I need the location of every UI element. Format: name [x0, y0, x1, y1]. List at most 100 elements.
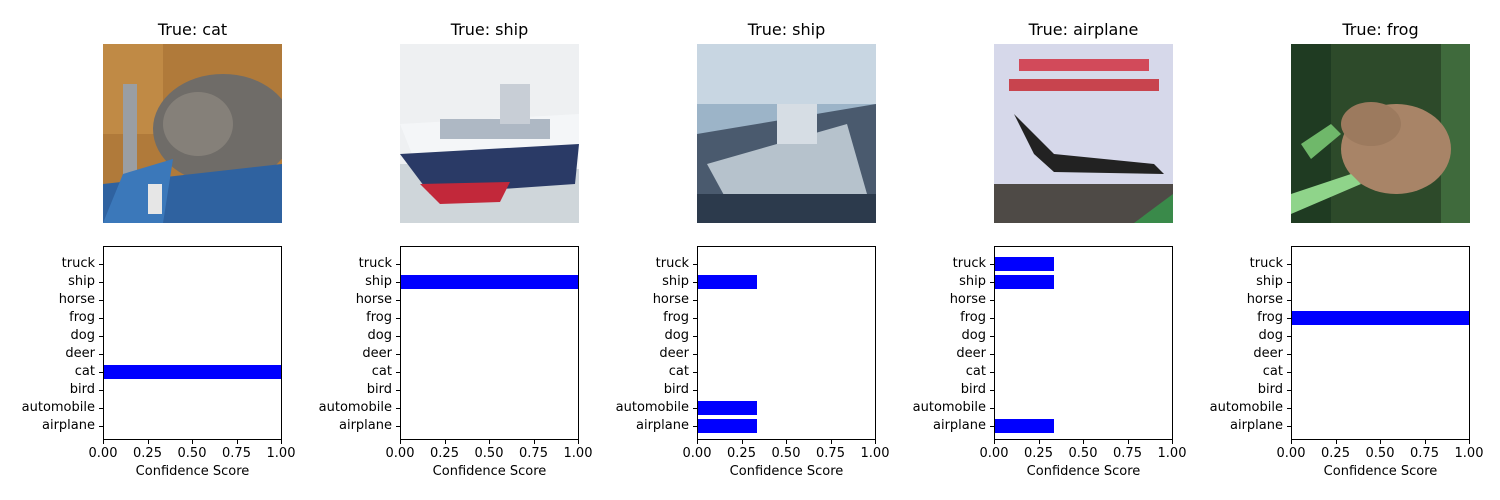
y-tick — [396, 282, 400, 283]
x-tick — [236, 440, 238, 444]
y-tick — [693, 318, 697, 319]
category-label-airplane: airplane — [339, 418, 392, 433]
y-tick — [693, 264, 697, 265]
category-label-frog: frog — [366, 310, 392, 325]
x-axis-title: Confidence Score — [1323, 464, 1438, 479]
category-label-dog: dog — [664, 328, 689, 343]
subplot-title: True: ship — [747, 20, 826, 39]
x-tick-label: 1.00 — [266, 446, 296, 461]
y-tick — [396, 336, 400, 337]
bar-frog — [1292, 311, 1469, 325]
sample-image — [994, 44, 1173, 223]
category-label-dog: dog — [367, 328, 392, 343]
bar-airplane — [995, 419, 1054, 433]
category-label-frog: frog — [960, 310, 986, 325]
y-tick — [396, 372, 400, 373]
category-label-horse: horse — [355, 292, 392, 307]
bar-plot-area — [1291, 246, 1470, 440]
x-tick-label: 0.50 — [474, 446, 504, 461]
bar-plot-area — [103, 246, 282, 440]
category-label-horse: horse — [949, 292, 986, 307]
bar-cat — [104, 365, 281, 379]
y-tick — [1287, 282, 1291, 283]
category-label-cat: cat — [74, 364, 95, 379]
y-tick — [396, 354, 400, 355]
category-label-bird: bird — [366, 382, 392, 397]
y-tick — [99, 390, 103, 391]
category-label-truck: truck — [61, 256, 95, 271]
x-tick-label: 0.75 — [1410, 446, 1439, 461]
bar-truck — [995, 257, 1054, 271]
y-tick — [990, 318, 994, 319]
x-tick-label: 0.75 — [222, 446, 251, 461]
x-tick-label: 1.00 — [1454, 446, 1484, 461]
x-tick-label: 1.00 — [1157, 446, 1187, 461]
subplot-title: True: ship — [450, 20, 529, 39]
y-tick — [396, 318, 400, 319]
y-tick — [693, 300, 697, 301]
category-label-horse: horse — [58, 292, 95, 307]
category-label-automobile: automobile — [1209, 400, 1283, 415]
sample-image — [103, 44, 282, 223]
x-tick — [1172, 440, 1173, 444]
y-tick — [99, 318, 103, 319]
category-label-automobile: automobile — [318, 400, 392, 415]
category-label-deer: deer — [362, 346, 392, 361]
x-tick — [1335, 440, 1337, 444]
y-tick — [990, 264, 994, 265]
x-tick-label: 0.25 — [1024, 446, 1053, 461]
y-tick — [99, 408, 103, 409]
x-axis-title: Confidence Score — [1026, 464, 1141, 479]
bar-plot-area — [994, 246, 1173, 440]
category-label-cat: cat — [371, 364, 392, 379]
bar-ship — [995, 275, 1054, 289]
x-tick — [1469, 440, 1470, 444]
sample-image — [1291, 44, 1470, 223]
y-tick — [990, 372, 994, 373]
bar-automobile — [698, 401, 757, 415]
x-tick-label: 0.25 — [1321, 446, 1350, 461]
x-tick — [1424, 440, 1426, 444]
bar-plot-area — [697, 246, 876, 440]
y-tick — [1287, 300, 1291, 301]
y-tick — [693, 282, 697, 283]
subplot-title: True: frog — [1342, 20, 1419, 39]
bar-ship — [401, 275, 578, 289]
y-tick — [990, 336, 994, 337]
x-tick-label: 1.00 — [860, 446, 890, 461]
y-tick — [99, 264, 103, 265]
y-tick — [396, 264, 400, 265]
y-tick — [990, 426, 994, 427]
y-tick — [1287, 318, 1291, 319]
category-label-cat: cat — [965, 364, 986, 379]
x-tick — [786, 440, 787, 444]
x-axis-title: Confidence Score — [729, 464, 844, 479]
bar-ship — [698, 275, 757, 289]
y-tick — [693, 390, 697, 391]
y-tick — [99, 336, 103, 337]
category-label-automobile: automobile — [21, 400, 95, 415]
y-tick — [1287, 336, 1291, 337]
category-label-frog: frog — [1257, 310, 1283, 325]
y-tick — [99, 426, 103, 427]
x-tick-label: 0.50 — [177, 446, 207, 461]
bar-plot-area — [400, 246, 579, 440]
y-tick — [1287, 354, 1291, 355]
x-tick-label: 0.00 — [682, 446, 712, 461]
y-tick — [990, 354, 994, 355]
x-axis-title: Confidence Score — [432, 464, 547, 479]
x-tick — [103, 440, 104, 444]
category-label-dog: dog — [70, 328, 95, 343]
category-label-bird: bird — [69, 382, 95, 397]
x-tick-label: 0.50 — [1068, 446, 1098, 461]
x-tick-label: 0.00 — [385, 446, 415, 461]
category-label-bird: bird — [1257, 382, 1283, 397]
y-tick — [99, 300, 103, 301]
x-tick-label: 0.00 — [88, 446, 118, 461]
x-tick — [1083, 440, 1084, 444]
y-tick — [693, 336, 697, 337]
x-tick-label: 0.75 — [519, 446, 548, 461]
category-label-horse: horse — [652, 292, 689, 307]
x-tick-label: 0.00 — [979, 446, 1009, 461]
y-tick — [396, 408, 400, 409]
